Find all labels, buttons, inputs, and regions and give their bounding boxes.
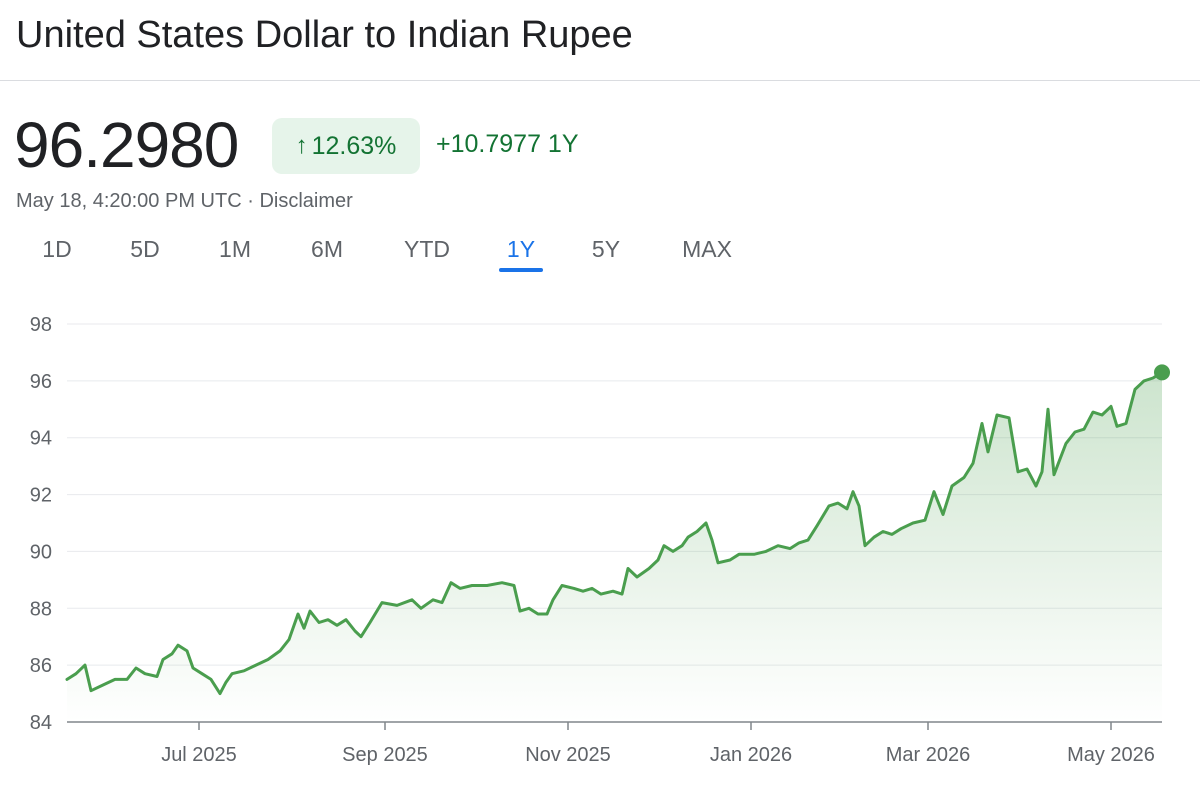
percent-change-value: 12.63% <box>311 131 397 160</box>
y-tick-label: 94 <box>30 428 52 450</box>
x-tick-label: May 2026 <box>1067 744 1155 766</box>
x-tick-label: Nov 2025 <box>525 744 611 766</box>
active-tab-indicator <box>499 268 543 272</box>
tab-ytd[interactable]: YTD <box>404 236 450 262</box>
y-tick-label: 92 <box>30 485 52 507</box>
tab-1d[interactable]: 1D <box>42 236 72 262</box>
y-tick-label: 84 <box>30 712 52 734</box>
y-tick-label: 90 <box>30 541 52 563</box>
y-tick-label: 96 <box>30 371 52 393</box>
quote-meta: May 18, 4:20:00 PM UTC · Disclaimer <box>16 190 353 213</box>
tab-1y[interactable]: 1Y <box>506 236 536 262</box>
series-area <box>67 372 1162 722</box>
x-tick-label: Mar 2026 <box>886 744 971 766</box>
x-tick-label: Sep 2025 <box>342 744 428 766</box>
arrow-up-icon: ↑ <box>295 132 308 159</box>
series-line <box>65 370 1164 696</box>
absolute-change: +10.7977 1Y <box>436 130 579 158</box>
page-title: United States Dollar to Indian Rupee <box>16 14 633 56</box>
tab-1m[interactable]: 1M <box>219 236 251 262</box>
x-tick-label: Jul 2025 <box>161 744 237 766</box>
current-value-point <box>1154 364 1170 381</box>
current-price: 96.2980 <box>14 109 239 181</box>
y-tick-label: 86 <box>30 655 52 677</box>
quote-timestamp: May 18, 4:20:00 PM UTC <box>16 190 242 212</box>
percent-change-badge: ↑ 12.63% <box>272 118 420 174</box>
meta-separator: · <box>247 190 254 212</box>
header-divider <box>0 80 1200 81</box>
disclaimer-link[interactable]: Disclaimer <box>259 190 353 212</box>
y-tick-label: 88 <box>30 598 52 620</box>
tab-max[interactable]: MAX <box>682 236 732 262</box>
tab-6m[interactable]: 6M <box>311 236 343 262</box>
y-tick-label: 98 <box>30 314 52 336</box>
x-tick-label: Jan 2026 <box>710 744 792 766</box>
range-tabs: 1D 5D 1M 6M YTD 1Y 5Y MAX <box>0 236 800 276</box>
tab-5d[interactable]: 5D <box>130 236 160 262</box>
tab-5y[interactable]: 5Y <box>591 236 621 262</box>
price-chart[interactable]: 84 86 88 90 92 94 96 98 Jul 2025 Sep 2025 Nov 2025… <box>0 290 1200 790</box>
